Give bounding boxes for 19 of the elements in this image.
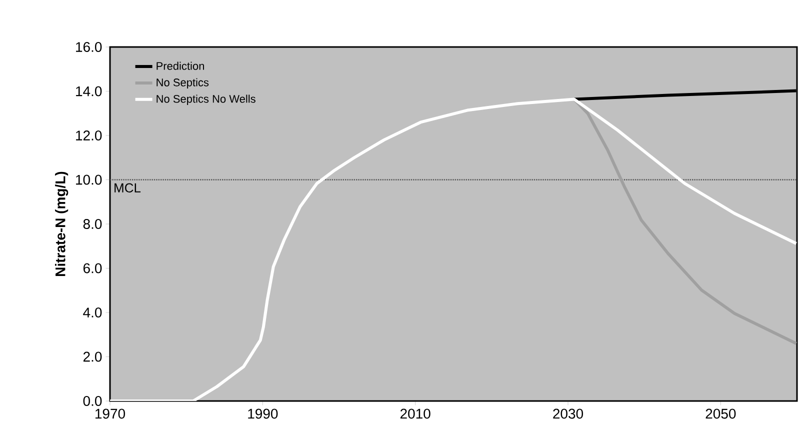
- legend-label: Prediction: [156, 62, 204, 70]
- y-axis-title: Nitrate-N (mg/L): [55, 172, 68, 276]
- x-tick-label: 2010: [400, 408, 430, 419]
- ref-line-label: MCL: [114, 183, 141, 192]
- x-tick-label: 1970: [95, 408, 126, 419]
- y-tick-label: 2.0: [83, 352, 102, 362]
- y-tick-label: 8.0: [83, 219, 102, 229]
- y-tick-label: 4.0: [83, 308, 102, 318]
- x-tick-label: 2030: [553, 408, 584, 419]
- x-tick-label: 2050: [706, 408, 736, 419]
- y-tick-label: 16.0: [76, 42, 102, 52]
- y-tick-label: 14.0: [76, 86, 102, 96]
- y-tick-label: 10.0: [76, 174, 102, 185]
- y-tick-label: 12.0: [76, 130, 102, 140]
- legend-label: No Septics: [156, 78, 209, 88]
- y-tick-label: 6.0: [83, 263, 102, 274]
- legend-label: No Septics No Wells: [156, 94, 256, 105]
- x-tick-label: 1990: [248, 408, 278, 419]
- y-tick-label: 0.0: [83, 396, 102, 406]
